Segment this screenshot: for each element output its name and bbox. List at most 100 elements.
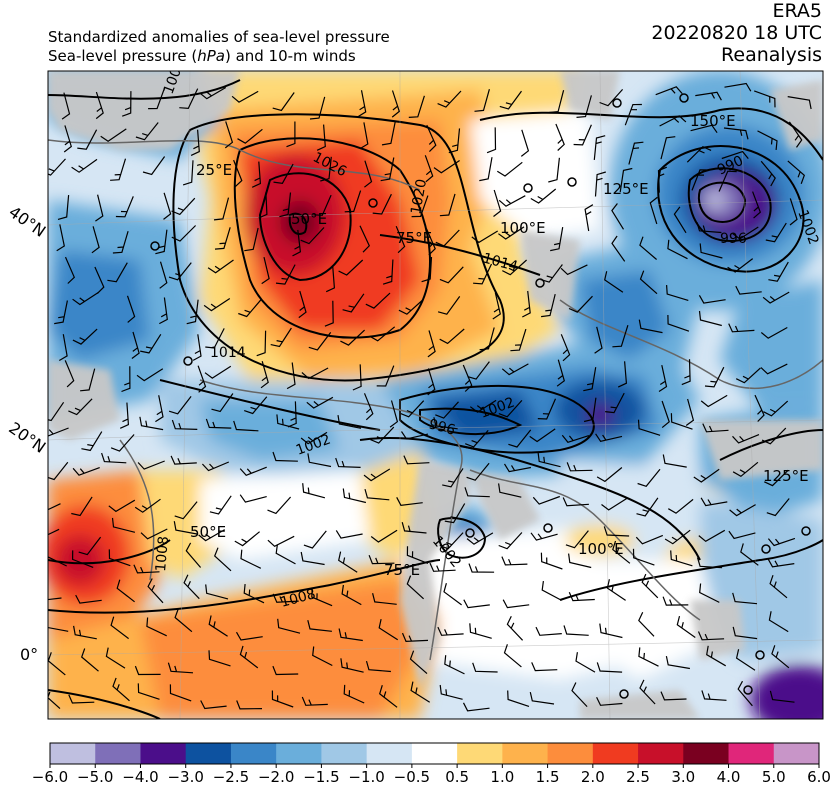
wind-barb <box>302 483 326 499</box>
subtitle-line-1: Standardized anomalies of sea-level pres… <box>48 28 390 46</box>
wind-barb <box>68 398 93 416</box>
wind-barb <box>699 243 723 259</box>
wind-barb <box>667 239 688 260</box>
wind-barb <box>636 497 659 517</box>
wind-barb <box>583 367 597 392</box>
wind-barb <box>435 229 460 247</box>
wind-barb <box>612 540 631 564</box>
wind-barb <box>169 684 192 702</box>
wind-barb <box>370 529 398 543</box>
wind-barb <box>425 228 436 256</box>
wind-barb <box>292 229 302 257</box>
wind-barb <box>335 530 363 539</box>
wind-barb <box>464 487 490 498</box>
wind-barb <box>439 532 464 550</box>
wind-barb <box>208 615 228 637</box>
wind-barb <box>691 169 710 191</box>
wind-barb <box>499 90 522 110</box>
colorbar-frame <box>49 742 820 765</box>
colorbar-tick-label: 0.5 <box>445 768 469 786</box>
wind-barb <box>698 295 726 304</box>
wind-barb <box>401 522 427 534</box>
wind-barb <box>435 401 459 419</box>
wind-barb <box>72 291 99 306</box>
wind-barb <box>401 632 429 643</box>
wind-barb <box>735 367 761 384</box>
colorbar-tick-label: −0.5 <box>394 768 430 786</box>
wind-barb <box>239 466 267 477</box>
wind-barb <box>503 463 532 473</box>
wind-barb <box>363 393 374 421</box>
wind-barb <box>57 195 70 220</box>
wind-barb <box>396 497 423 506</box>
wind-barb <box>498 226 525 240</box>
calm-wind-markers <box>150 93 811 699</box>
wind-barb <box>658 364 668 393</box>
wind-barb <box>167 662 194 674</box>
wind-barb <box>575 652 596 673</box>
wind-barb <box>272 593 299 603</box>
wind-barb <box>64 360 75 388</box>
wind-barb <box>768 611 789 633</box>
wind-barb <box>244 227 259 252</box>
wind-barb <box>312 646 333 667</box>
wind-barb <box>506 615 524 641</box>
wind-barb <box>146 617 167 637</box>
wind-barb <box>767 537 796 547</box>
wind-barb <box>760 160 776 187</box>
wind-barb <box>439 266 464 284</box>
wind-barb <box>111 517 136 533</box>
wind-barb <box>365 660 391 673</box>
wind-barb <box>787 96 812 110</box>
wind-barb <box>325 265 336 293</box>
wind-barb <box>261 256 270 285</box>
wind-barb <box>611 235 626 262</box>
wind-barb <box>760 326 788 339</box>
wind-barb <box>530 532 558 541</box>
wind-barb <box>612 325 629 348</box>
wind-barb <box>300 227 325 245</box>
longitude-label: 50°E <box>291 210 327 228</box>
longitude-label: 100°E <box>578 540 624 558</box>
wind-barb <box>48 626 69 632</box>
wind-barb <box>662 454 687 468</box>
wind-barb <box>140 333 162 354</box>
wind-barb <box>769 575 788 599</box>
wind-barb <box>273 163 294 184</box>
wind-barb <box>732 226 759 240</box>
wind-barb <box>340 329 366 346</box>
wind-barb <box>502 599 530 609</box>
wind-barb <box>433 417 458 430</box>
wind-barb <box>205 328 225 349</box>
wind-barb <box>279 192 292 218</box>
wind-barb <box>649 196 658 225</box>
wind-barb <box>309 96 326 120</box>
wind-barb <box>170 455 197 465</box>
wind-barb <box>148 87 166 110</box>
wind-barb <box>555 123 565 151</box>
wind-barb <box>695 91 722 101</box>
colorbar-tick-label: −6.0 <box>32 768 68 786</box>
wind-barb <box>205 584 229 600</box>
wind-barb <box>638 612 655 637</box>
wind-barb <box>108 549 131 567</box>
wind-barb <box>624 103 642 126</box>
wind-barb <box>258 192 268 219</box>
wind-barb <box>560 264 588 276</box>
wind-barb <box>174 608 193 633</box>
wind-barb <box>267 535 295 548</box>
wind-barb <box>437 296 461 315</box>
wind-barb <box>594 326 603 354</box>
wind-barb <box>498 532 523 550</box>
wind-barb <box>307 620 332 632</box>
wind-barb <box>704 366 725 388</box>
wind-barb <box>568 592 595 602</box>
wind-barb <box>112 231 129 254</box>
wind-barb <box>398 299 424 315</box>
wind-barb <box>408 95 425 118</box>
wind-barb <box>110 158 127 181</box>
wind-barb <box>584 204 594 232</box>
wind-barb <box>681 359 691 386</box>
wind-barb <box>724 82 752 92</box>
wind-barb <box>466 462 490 481</box>
